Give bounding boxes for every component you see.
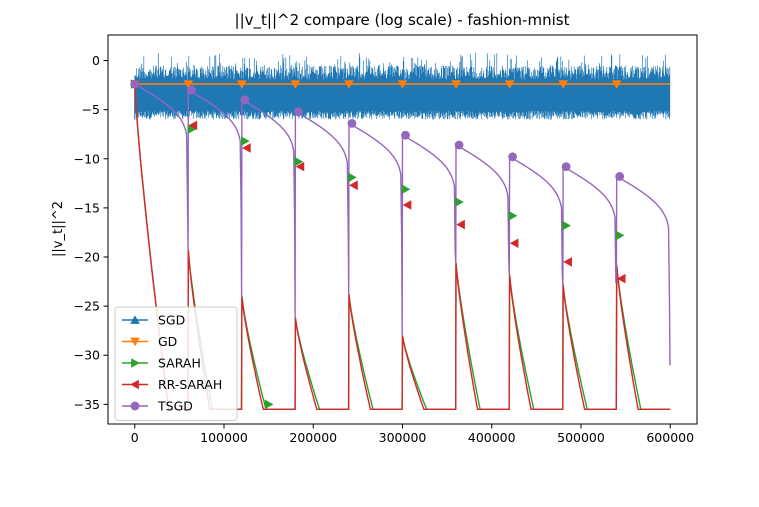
tsgd-marker: [240, 95, 250, 105]
tsgd-marker: [508, 152, 517, 162]
y-tick: −20: [74, 250, 108, 265]
sarah-marker: [401, 184, 411, 195]
x-tick: 600000: [646, 424, 694, 445]
legend-label: TSGD: [157, 399, 193, 414]
sarah-marker: [455, 197, 464, 207]
y-tick: 0: [92, 53, 108, 68]
gd-marker: [558, 80, 568, 89]
marker-layer: [129, 79, 626, 410]
legend-box: [114, 306, 238, 421]
tsgd-marker: [294, 107, 303, 117]
x-tick-label: 500000: [557, 430, 605, 445]
gd-marker: [183, 80, 194, 89]
rr-sarah-marker: [616, 273, 626, 284]
legend-entry: SGD: [122, 313, 185, 328]
y-tick: −10: [74, 151, 108, 166]
x-tick: 0: [131, 424, 139, 445]
legend-label: GD: [158, 334, 177, 349]
rr-sarah-marker: [563, 257, 572, 267]
sarah-marker: [508, 210, 518, 221]
sarah-marker: [187, 124, 197, 135]
legend-label: SARAH: [158, 356, 201, 371]
tsgd-marker: [561, 162, 571, 172]
y-tick-label: −25: [74, 299, 100, 314]
tsgd-marker: [186, 85, 196, 95]
sarah-marker: [348, 172, 357, 183]
y-tick: −35: [74, 397, 108, 412]
legend-marker: [131, 358, 140, 368]
rr-sarah-marker: [349, 180, 358, 191]
sarah-marker: [615, 230, 625, 241]
rr-sarah-marker: [295, 161, 305, 172]
sarah-marker: [294, 156, 304, 167]
x-tick: 100000: [200, 424, 248, 445]
x-tick: 500000: [557, 424, 605, 445]
y-axis-ticks: 0 −5 −10 −15 −20 −25 −30 −35: [74, 53, 108, 412]
legend-entry: SARAH: [122, 356, 201, 371]
legend-entry: TSGD: [122, 399, 193, 414]
x-tick-label: 400000: [468, 430, 516, 445]
y-axis-label: ||v_t||^2: [51, 201, 66, 257]
sarah-marker: [241, 136, 250, 146]
y-tick-label: −5: [82, 102, 100, 117]
y-tick: −15: [74, 200, 108, 215]
y-tick: −25: [74, 299, 108, 314]
x-axis-ticks: 0 100000 200000 300000 400000 500000 600000: [131, 424, 694, 445]
gd-marker: [611, 80, 622, 89]
tsgd-marker: [615, 172, 625, 181]
legend: SGD GD SARAH RR-SARAH TSGD: [114, 306, 238, 421]
legend-entry: RR-SARAH: [122, 377, 222, 392]
gd-marker: [397, 80, 408, 89]
tsgd-marker: [454, 140, 464, 150]
gd-marker: [504, 80, 515, 89]
rr-sarah-marker: [402, 200, 412, 210]
tsgd-marker: [401, 130, 410, 140]
x-tick-label: 100000: [200, 430, 248, 445]
legend-entry: GD: [122, 334, 177, 349]
legend-marker: [130, 315, 140, 324]
x-tick: 200000: [289, 424, 337, 445]
gd-marker: [237, 80, 247, 89]
y-tick-label: −15: [74, 200, 100, 215]
legend-marker: [130, 401, 140, 411]
chart-title: ||v_t||^2 compare (log scale) - fashion-…: [235, 11, 570, 30]
sarah-marker: [562, 220, 571, 231]
sarah-marker: [264, 399, 274, 410]
legend-label: SGD: [158, 313, 185, 328]
y-tick-label: −35: [74, 397, 100, 412]
rr-sarah-marker: [509, 238, 519, 249]
legend-marker: [130, 337, 140, 347]
y-tick-label: −30: [74, 348, 100, 363]
y-tick-label: −20: [74, 250, 100, 265]
legend-label: RR-SARAH: [158, 377, 222, 392]
gd-marker: [290, 80, 301, 89]
gd-marker: [344, 80, 354, 89]
x-tick-label: 600000: [646, 430, 694, 445]
y-tick-label: −10: [74, 151, 100, 166]
x-tick: 400000: [468, 424, 516, 445]
y-tick: −5: [82, 102, 108, 117]
rr-sarah-marker: [456, 219, 465, 230]
rr-sarah-marker: [188, 120, 198, 131]
tsgd-marker: [347, 119, 357, 128]
x-tick: 300000: [379, 424, 427, 445]
tsgd-marker: [130, 79, 140, 89]
y-tick-label: 0: [92, 53, 100, 68]
x-tick-label: 0: [131, 430, 139, 445]
legend-marker: [130, 379, 139, 390]
rr-sarah-marker: [242, 143, 251, 153]
y-tick: −30: [74, 348, 108, 363]
gd-marker: [451, 80, 461, 89]
x-tick-label: 300000: [379, 430, 427, 445]
x-tick-label: 200000: [289, 430, 337, 445]
